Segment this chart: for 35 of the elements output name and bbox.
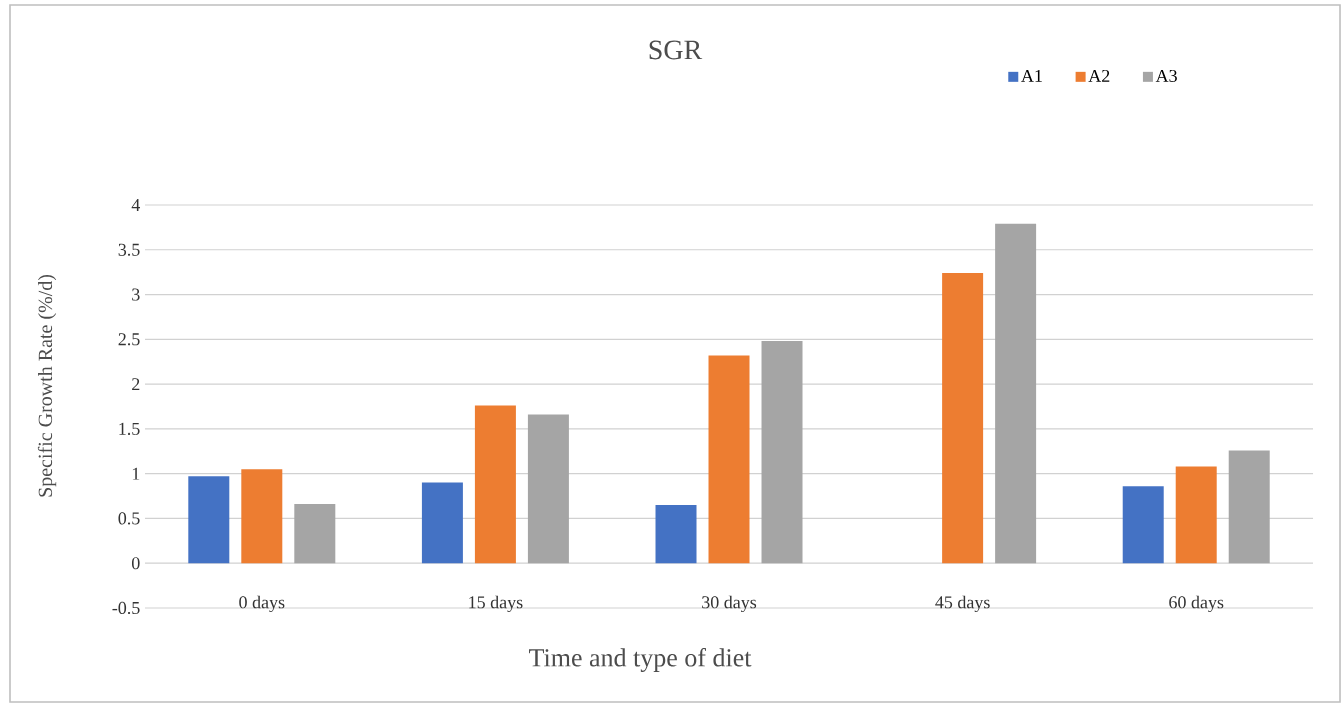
bar bbox=[655, 505, 697, 564]
x-tick-label: 45 days bbox=[935, 595, 990, 613]
chart-title: SGR bbox=[649, 40, 703, 60]
x-axis-title: Time and type of diet bbox=[529, 648, 752, 672]
bar bbox=[1228, 450, 1270, 564]
y-axis-title: Specific Growth Rate (%/d) bbox=[37, 274, 57, 497]
x-tick-label: 15 days bbox=[469, 595, 523, 613]
y-tick-label: 2.5 bbox=[118, 333, 140, 346]
y-tick-label: 1 bbox=[132, 467, 140, 480]
bar bbox=[421, 482, 463, 564]
bar bbox=[1122, 486, 1164, 564]
bar bbox=[995, 223, 1037, 564]
y-tick-label: 3 bbox=[132, 288, 140, 301]
bar bbox=[474, 405, 516, 564]
bar bbox=[294, 504, 336, 564]
legend-label: A3 bbox=[1155, 69, 1177, 82]
x-tick-label: 0 days bbox=[239, 595, 285, 613]
y-tick-label: 4 bbox=[131, 199, 141, 211]
y-tick-label: 0.5 bbox=[118, 512, 140, 525]
bar bbox=[942, 273, 984, 564]
bar bbox=[708, 355, 750, 564]
bar bbox=[188, 476, 230, 564]
bar bbox=[241, 469, 283, 564]
y-tick-label: 0 bbox=[131, 557, 140, 570]
x-tick-label: 30 days bbox=[702, 595, 757, 613]
y-tick-label: 1.5 bbox=[119, 422, 140, 435]
bar bbox=[527, 414, 569, 564]
legend-label: A1 bbox=[1021, 69, 1042, 82]
y-tick-label: -0.5 bbox=[112, 601, 140, 615]
y-tick-label: 3.5 bbox=[118, 243, 140, 256]
y-tick-label: 2 bbox=[132, 378, 140, 391]
legend-label: A2 bbox=[1088, 69, 1110, 82]
bar bbox=[761, 341, 803, 564]
bar bbox=[1175, 466, 1217, 564]
x-tick-label: 60 days bbox=[1169, 595, 1224, 613]
